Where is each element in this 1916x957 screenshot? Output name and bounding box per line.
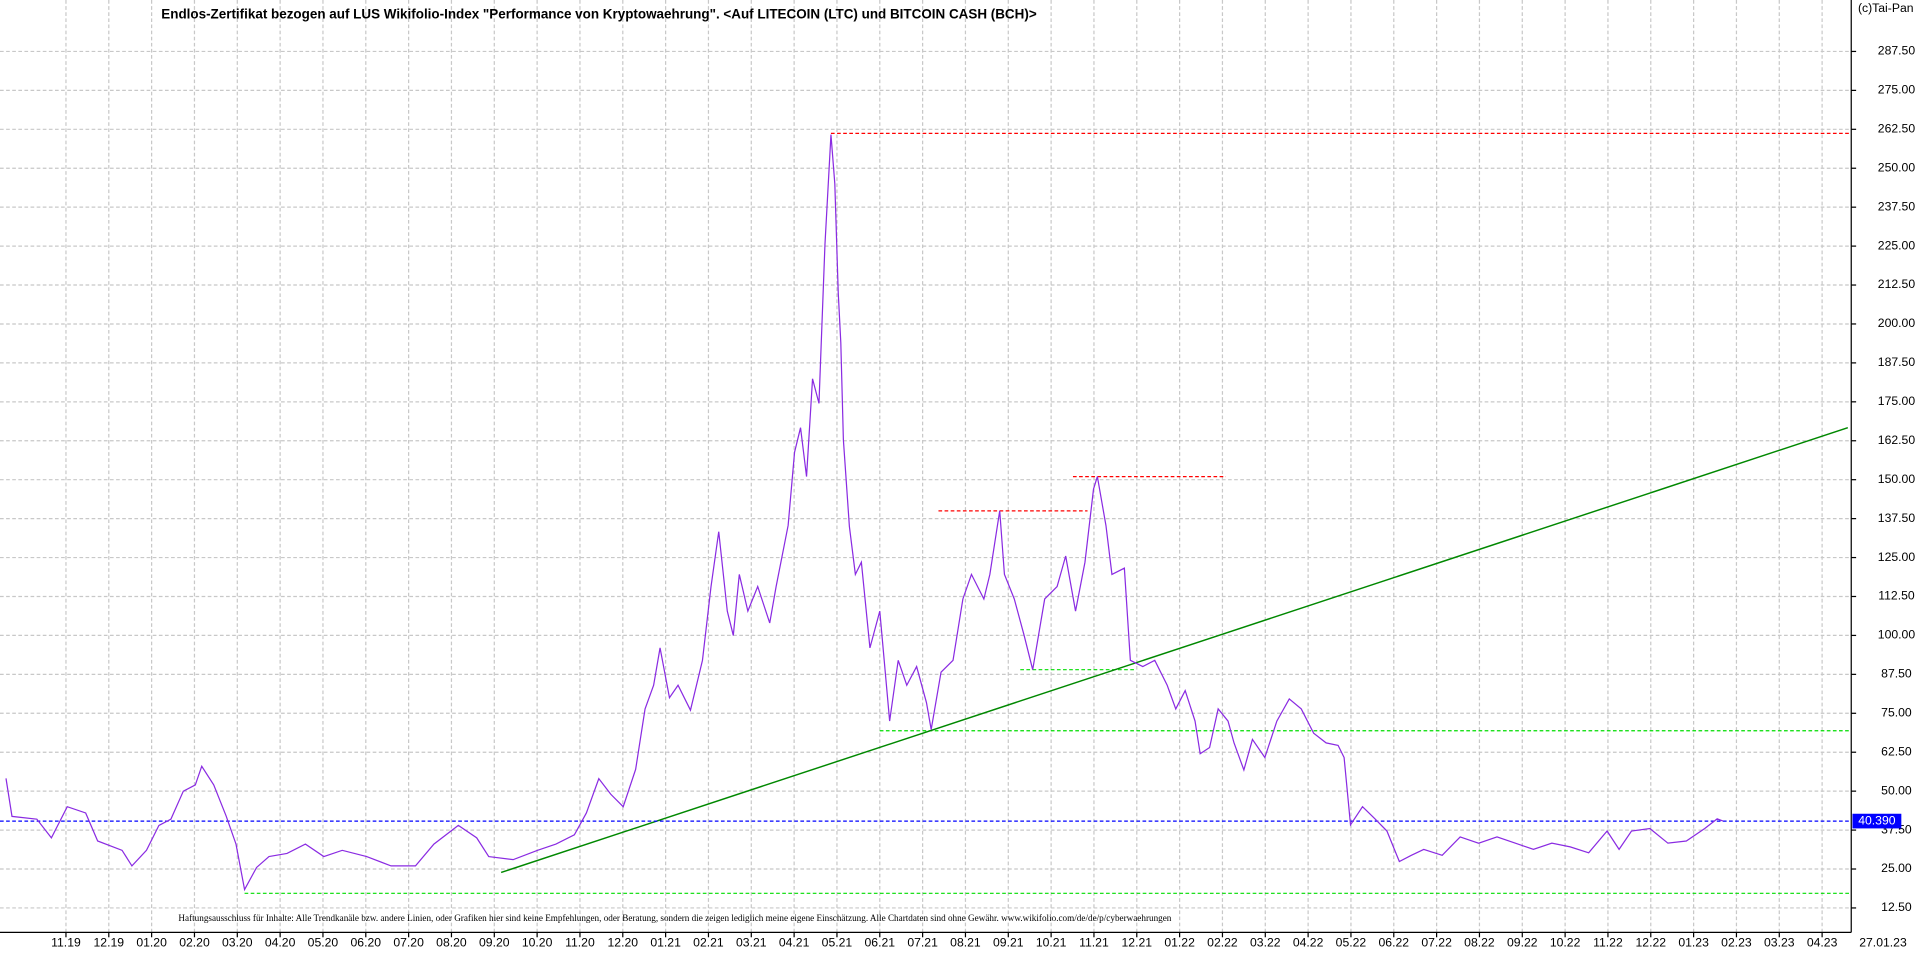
y-tick-label: 125.00: [1878, 550, 1916, 564]
y-tick-label: 87.50: [1881, 667, 1912, 681]
x-tick-label: 08.22: [1464, 936, 1495, 950]
x-tick-label: 12.20: [608, 936, 639, 950]
x-tick-label: 03.20: [222, 936, 253, 950]
x-tick-label: 04.22: [1293, 936, 1324, 950]
price-line: [5, 134, 1724, 892]
y-tick-label: 200.00: [1878, 316, 1916, 330]
x-tick-label: 11.22: [1593, 936, 1623, 950]
x-tick-label: 04.23: [1807, 936, 1838, 950]
y-tick-label: 50.00: [1881, 783, 1912, 797]
x-tick-label: 10.21: [1036, 936, 1067, 950]
chart-title: Endlos-Zertifikat bezogen auf LUS Wikifo…: [161, 6, 1037, 21]
x-tick-label: 02.22: [1207, 936, 1238, 950]
x-tick-label: 10.20: [522, 936, 553, 950]
x-tick-label: 06.21: [865, 936, 896, 950]
x-tick-label: 01.22: [1164, 936, 1195, 950]
x-tick-label: 04.20: [265, 936, 296, 950]
y-tick-label: 212.50: [1878, 277, 1916, 291]
x-tick-label: 01.20: [136, 936, 167, 950]
y-tick-label: 150.00: [1878, 472, 1916, 486]
y-tick-label: 62.50: [1881, 744, 1912, 758]
x-tick-label: 05.20: [308, 936, 339, 950]
x-tick-label: 06.22: [1379, 936, 1410, 950]
x-tick-label: 03.21: [736, 936, 767, 950]
y-tick-label: 75.00: [1881, 706, 1912, 720]
x-tick-label: 04.21: [779, 936, 810, 950]
y-tick-label: 275.00: [1878, 83, 1916, 97]
x-tick-label: 12.22: [1636, 936, 1667, 950]
y-tick-label: 187.50: [1878, 355, 1916, 369]
x-tick-label: 02.20: [179, 936, 210, 950]
disclaimer: Haftungsausschluss für Inhalte: Alle Tre…: [178, 913, 1171, 923]
x-tick-label: 11.19: [51, 936, 81, 950]
y-tick-label: 12.50: [1881, 900, 1912, 914]
grid: [0, 0, 1852, 933]
y-tick-label: 175.00: [1878, 394, 1916, 408]
y-tick-label: 100.00: [1878, 628, 1916, 642]
y-tick-label: 162.50: [1878, 433, 1916, 447]
y-tick-label: 25.00: [1881, 861, 1912, 875]
last-price-box: [1852, 813, 1902, 829]
y-tick-label: 137.50: [1878, 511, 1916, 525]
x-tick-label: 01.21: [650, 936, 681, 950]
x-tick-label: 02.21: [693, 936, 724, 950]
x-tick-label: 11.20: [565, 936, 595, 950]
y-tick-label: 262.50: [1878, 122, 1916, 136]
x-tick-label: 03.22: [1250, 936, 1281, 950]
y-tick-label: 287.50: [1878, 44, 1916, 58]
x-tick-label: 07.21: [907, 936, 938, 950]
x-tick-label: 06.20: [351, 936, 382, 950]
x-tick-label: 10.22: [1550, 936, 1581, 950]
y-tick-label: 250.00: [1878, 160, 1916, 174]
x-tick-label: 11.21: [1079, 936, 1109, 950]
x-tick-label: 12.21: [1122, 936, 1153, 950]
x-tick-label: 08.20: [436, 936, 467, 950]
last-price-label: 40.390: [1858, 813, 1896, 827]
plot: [0, 132, 1852, 894]
y-tick-label: 225.00: [1878, 238, 1916, 252]
copyright: (c)Tai-Pan: [1858, 1, 1914, 15]
x-tick-label: 05.22: [1336, 936, 1367, 950]
x-tick-label: 09.22: [1507, 936, 1538, 950]
x-tick-label: 03.23: [1764, 936, 1795, 950]
x-tick-label: 07.20: [393, 936, 424, 950]
x-tick-label: 09.21: [993, 936, 1024, 950]
x-tick-label: 12.19: [94, 936, 125, 950]
trend-line: [500, 426, 1849, 874]
y-tick-label: 112.50: [1878, 589, 1915, 603]
y-tick-label: 237.50: [1878, 199, 1916, 213]
last-date-label: 27.01.23: [1859, 936, 1907, 950]
x-tick-label: 07.22: [1421, 936, 1452, 950]
x-tick-label: 08.21: [950, 936, 981, 950]
x-tick-label: 01.23: [1678, 936, 1709, 950]
x-tick-label: 02.23: [1721, 936, 1752, 950]
x-tick-label: 05.21: [822, 936, 853, 950]
x-tick-label: 09.20: [479, 936, 510, 950]
